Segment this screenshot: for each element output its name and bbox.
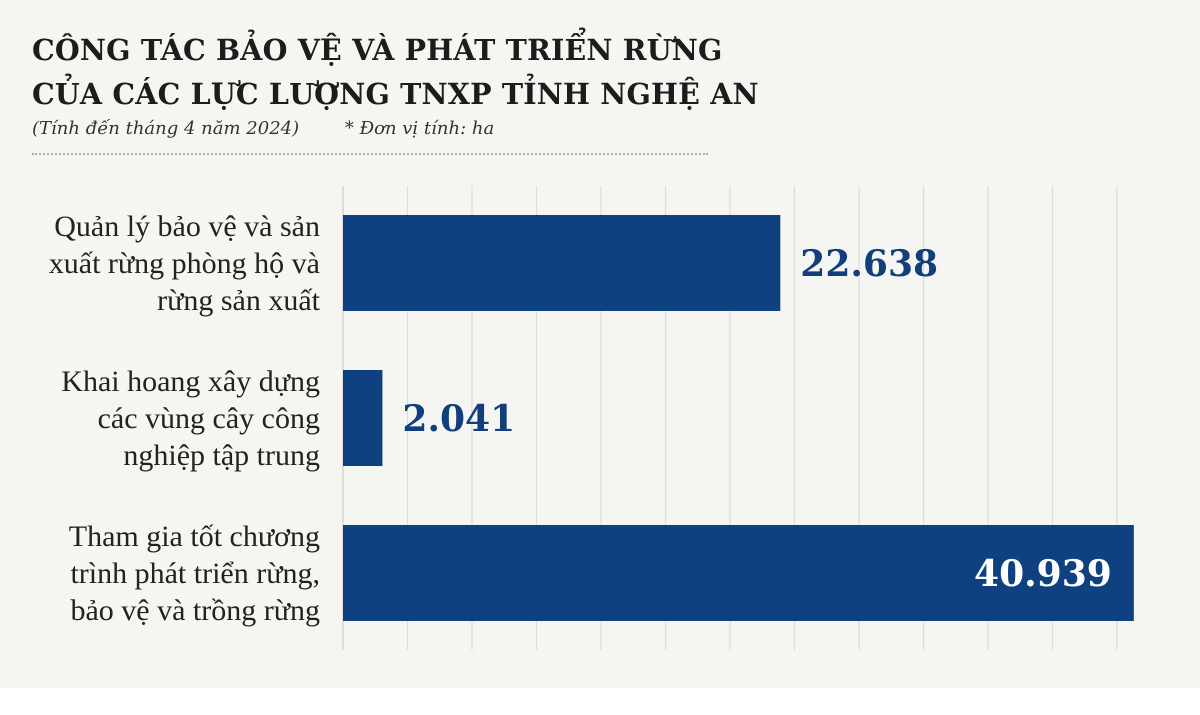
bar-value-label: 22.638 [800, 243, 938, 285]
category-label: Quản lý bảo vệ và sản xuất rừng phòng hộ … [49, 210, 321, 317]
category-label-line: rừng sản xuất [157, 284, 321, 317]
dotted-divider [32, 153, 708, 155]
bar [343, 370, 383, 466]
bars: 22.638 2.041 40.939 [343, 215, 1134, 621]
category-label: Khai hoang xây dựng các vùng cây công nghi… [61, 365, 320, 472]
bar [343, 525, 1134, 621]
bar [343, 215, 781, 311]
chart-title-line-2: CỦA CÁC LỰC LƯỢNG TNXP TỈNH NGHỆ AN [32, 77, 759, 111]
category-label-line: Quản lý bảo vệ và sản [54, 210, 320, 243]
category-label-line: trình phát triển rừng, [70, 557, 320, 590]
bar-chart: 22.638 2.041 40.939 Quản lý bảo vệ và sản x… [49, 186, 1134, 650]
bar-value-label: 40.939 [974, 553, 1112, 595]
category-label: Tham gia tốt chương trình phát triển rừng… [69, 520, 320, 627]
category-label-line: bảo vệ và trồng rừng [70, 594, 320, 627]
category-label-line: nghiệp tập trung [123, 439, 320, 472]
subtitle-row: (Tính đến tháng 4 năm 2024) * Đơn vị tín… [32, 118, 494, 139]
unit-note: * Đơn vị tính: ha [344, 118, 495, 139]
category-labels: Quản lý bảo vệ và sản xuất rừng phòng hộ … [49, 210, 321, 627]
category-label-line: Tham gia tốt chương [69, 520, 320, 553]
category-label-line: các vùng cây công [98, 402, 320, 435]
chart-card: CÔNG TÁC BẢO VỆ VÀ PHÁT TRIỂN RỪNG CỦA C… [0, 0, 1200, 688]
chart-title: CÔNG TÁC BẢO VỆ VÀ PHÁT TRIỂN RỪNG CỦA C… [32, 28, 759, 116]
chart-title-line-1: CÔNG TÁC BẢO VỆ VÀ PHÁT TRIỂN RỪNG [32, 33, 723, 67]
category-label-line: Khai hoang xây dựng [61, 365, 320, 398]
category-label-line: xuất rừng phòng hộ và [49, 247, 320, 280]
bar-value-label: 2.041 [402, 398, 515, 440]
date-note: (Tính đến tháng 4 năm 2024) [32, 118, 300, 139]
